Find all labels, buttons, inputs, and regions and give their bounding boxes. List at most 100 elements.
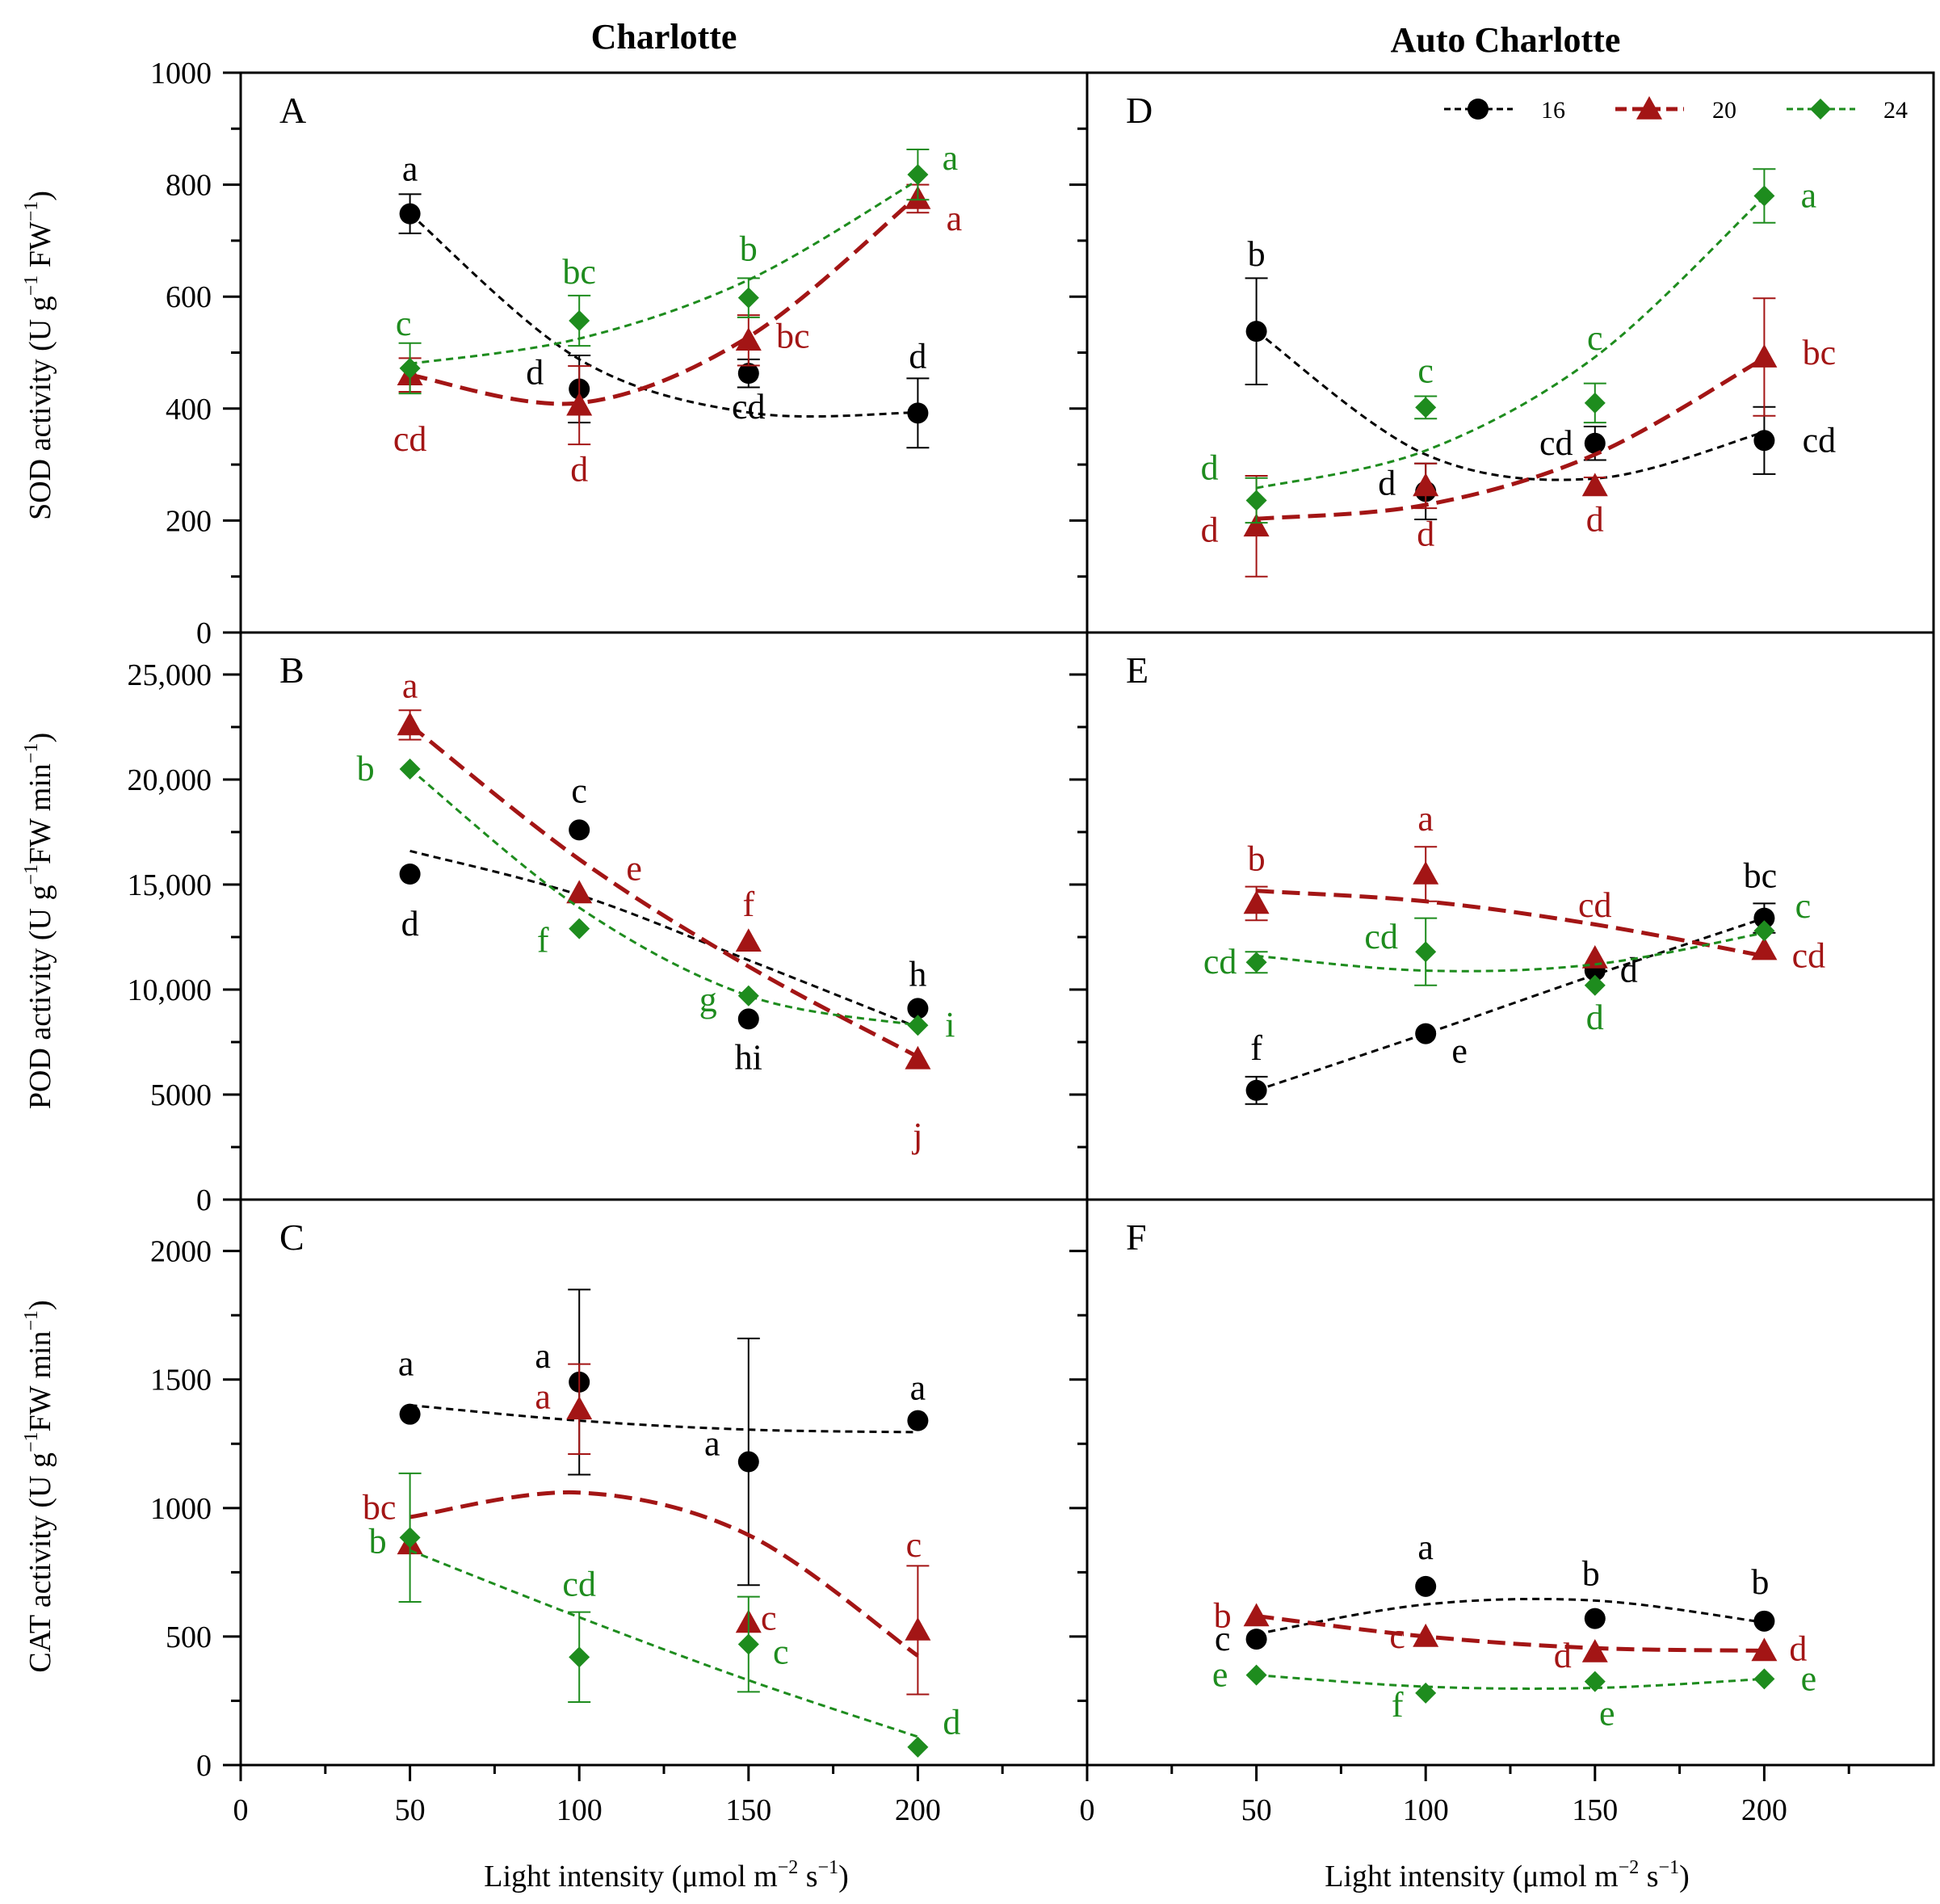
data-point-16 [569, 819, 590, 841]
significance-letter: f [1392, 1685, 1404, 1725]
data-point-16 [907, 1410, 929, 1431]
significance-letter: b [1582, 1554, 1600, 1594]
x-tick-label: 50 [395, 1793, 426, 1827]
legend-label: 24 [1883, 97, 1908, 124]
panel-letter: E [1126, 649, 1148, 691]
significance-letter: d [909, 336, 926, 376]
column-title-charlotte: Charlotte [591, 17, 737, 57]
data-point-20 [1751, 1637, 1778, 1662]
data-point-24 [1584, 392, 1606, 414]
significance-letter: c [906, 1525, 922, 1565]
series-24: d c c a [1201, 168, 1816, 524]
data-point-16 [1584, 1608, 1606, 1629]
data-point-20 [735, 327, 762, 351]
y-tick-label: 0 [196, 1183, 212, 1217]
y-tick-label: 800 [166, 169, 212, 203]
data-point-20 [1413, 1623, 1439, 1647]
y-tick-label: 0 [196, 1749, 212, 1783]
legend-marker-20 [1636, 96, 1662, 120]
legend-marker-24 [1810, 99, 1831, 120]
y-axis-title-sod: SOD activity (U g−1 FW−1) [21, 191, 57, 520]
panel-letter: D [1126, 90, 1153, 131]
y-tick-label: 1000 [150, 1492, 212, 1526]
data-point-24 [737, 985, 759, 1007]
series-24: b f g i [357, 749, 955, 1044]
significance-letter: j [911, 1116, 922, 1155]
x-tick-label: 0 [233, 1793, 249, 1827]
data-point-20 [1581, 473, 1608, 497]
panel-letter: F [1126, 1217, 1147, 1258]
significance-letter: a [402, 666, 418, 705]
panel-letter: B [279, 649, 304, 691]
data-point-20 [1751, 936, 1778, 960]
legend: 16 20 24 [1444, 96, 1908, 124]
data-point-16 [1245, 1079, 1267, 1101]
significance-letter: cd [732, 387, 766, 427]
fit-line-16 [1256, 917, 1765, 1092]
fit-line-24 [409, 767, 918, 1027]
legend-entry-20: 20 [1615, 96, 1736, 124]
fit-line-20 [409, 1490, 919, 1658]
data-point-24 [1245, 1664, 1267, 1686]
significance-letter: a [1417, 799, 1434, 839]
panel-b-pod-charlotte: B 0 5000 10,000 15,000 20,000 25,000 d c hi h a e f j b… [128, 631, 1089, 1217]
data-point-20 [1243, 513, 1270, 537]
data-point-24 [399, 759, 421, 780]
significance-letter: d [943, 1703, 960, 1742]
y-tick-label: 1000 [150, 57, 212, 90]
y-tick-label: 1500 [150, 1364, 212, 1398]
significance-letter: d [1201, 510, 1219, 549]
data-point-24 [399, 1527, 421, 1549]
significance-letter: a [704, 1424, 720, 1464]
significance-letter: b [1248, 234, 1266, 274]
data-point-16 [399, 1403, 421, 1425]
significance-letter: bc [776, 316, 810, 355]
series-24: ef ee [1212, 1655, 1816, 1734]
data-point-24 [907, 1015, 929, 1036]
data-point-24 [399, 357, 421, 379]
data-point-16 [1753, 430, 1775, 452]
data-point-24 [907, 1736, 929, 1758]
significance-letter: b [357, 749, 375, 788]
series-20: d d dbc [1201, 297, 1836, 578]
data-point-20 [397, 712, 423, 736]
data-point-20 [1413, 861, 1439, 885]
data-point-16 [1415, 1575, 1437, 1597]
significance-letter: c [1215, 1619, 1231, 1658]
data-point-24 [569, 1646, 590, 1668]
legend-label: 16 [1541, 97, 1565, 124]
significance-letter: b [1248, 839, 1266, 878]
significance-letter: a [402, 149, 418, 189]
significance-letter: i [945, 1005, 955, 1044]
column-title-auto-charlotte: Auto Charlotte [1391, 20, 1621, 60]
data-point-16 [737, 363, 759, 385]
significance-letter: d [1201, 448, 1219, 487]
fit-line-16 [409, 1404, 918, 1434]
fit-line-20 [1256, 889, 1765, 958]
x-tick-label: 150 [725, 1793, 771, 1827]
y-tick-label: 15,000 [128, 868, 212, 902]
significance-letter: a [398, 1344, 414, 1384]
significance-letter: e [626, 848, 642, 888]
significance-letter: a [910, 1368, 926, 1408]
significance-letter: g [699, 980, 717, 1019]
significance-letter: f [742, 885, 754, 924]
data-point-24 [1753, 1668, 1775, 1690]
significance-letter: d [1554, 1636, 1572, 1675]
legend-label: 20 [1712, 97, 1736, 124]
significance-letter: c [1587, 318, 1603, 358]
y-tick-label: 25,000 [128, 658, 212, 692]
significance-letter: a [535, 1336, 551, 1376]
y-tick-label: 400 [166, 393, 212, 427]
significance-letter: bc [1744, 856, 1778, 896]
x-axis-title-left: Light intensity (μmol m−2 s−1) [484, 1857, 848, 1893]
panel-letter: A [279, 90, 306, 131]
significance-letter: f [1250, 1028, 1262, 1068]
series-20: a e f j [397, 666, 931, 1155]
y-tick-label: 2000 [150, 1235, 212, 1269]
